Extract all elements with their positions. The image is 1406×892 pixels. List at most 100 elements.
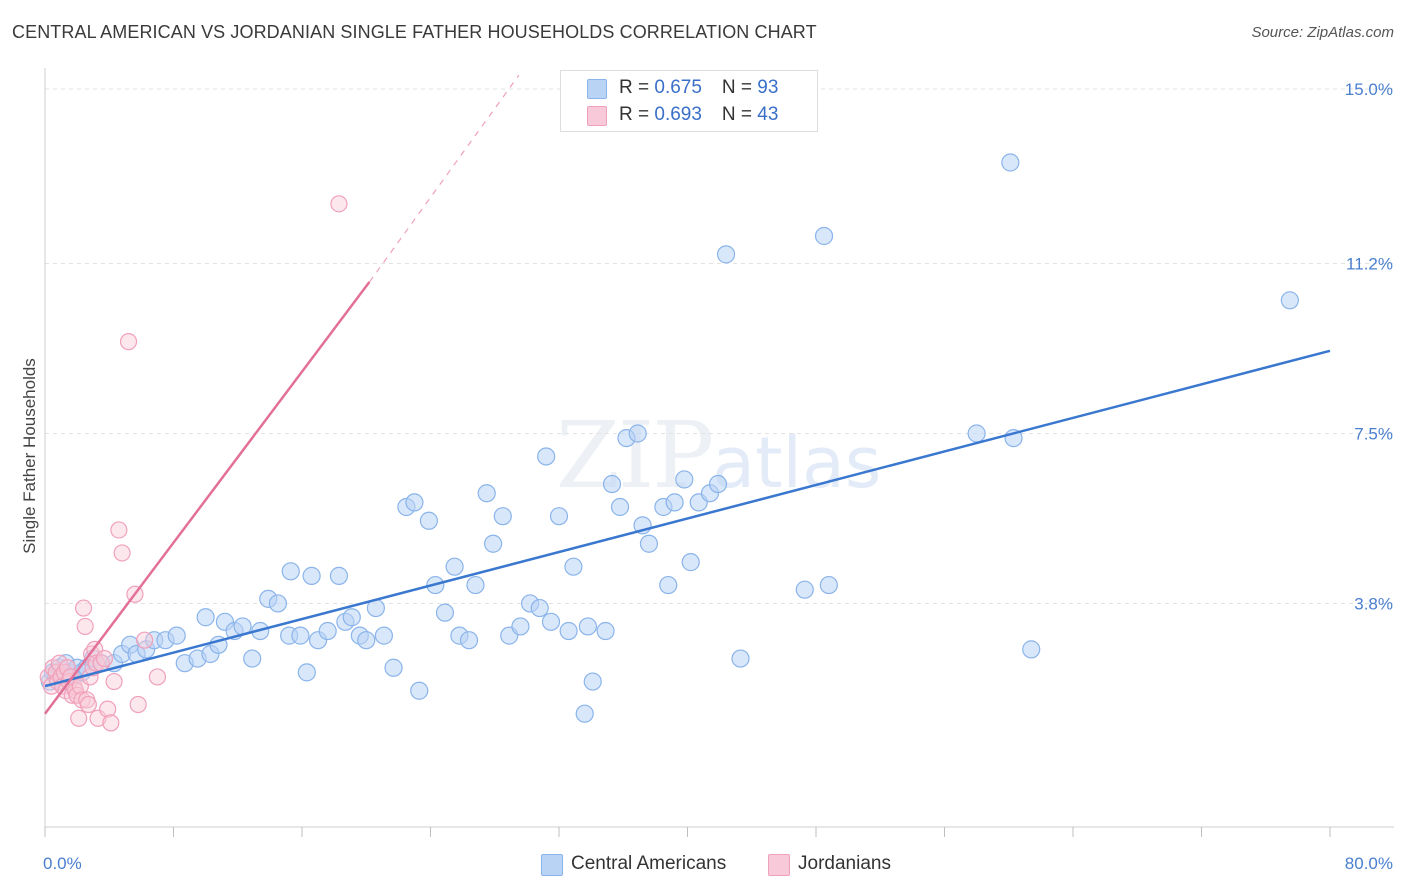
chart-source: Source: ZipAtlas.com (1251, 24, 1394, 41)
point-central-americans (610, 497, 630, 517)
watermark-main: ZIP (556, 402, 714, 509)
point-jordanians (102, 714, 120, 732)
n-value-central-americans: 93 (757, 77, 779, 98)
point-central-americans (716, 245, 736, 264)
point-central-americans (477, 484, 496, 503)
point-central-americans (297, 663, 316, 682)
y-tick-label: 15.0% (1345, 80, 1393, 99)
point-central-americans (410, 681, 429, 700)
point-central-americans (795, 580, 814, 599)
point-central-americans (342, 608, 361, 627)
point-central-americans (564, 557, 583, 576)
point-central-americans (549, 507, 569, 526)
point-central-americans (681, 553, 700, 572)
point-central-americans (466, 575, 485, 595)
point-central-americans (243, 649, 262, 668)
n-label: N = (721, 104, 758, 125)
point-central-americans (967, 424, 986, 443)
legend-label-central-americans: Central Americans (571, 853, 727, 874)
point-jordanians (99, 700, 117, 718)
y-tick-label: 7.5% (1354, 425, 1393, 444)
point-jordanians (330, 195, 348, 213)
n-label: N = (721, 77, 758, 98)
x-tick-label: 0.0% (43, 854, 82, 873)
trendline-jordanians-extension (368, 74, 520, 283)
point-central-americans (659, 575, 678, 595)
point-central-americans (329, 566, 349, 585)
point-central-americans (302, 566, 321, 585)
point-jordanians (58, 659, 77, 677)
x-tick-label: 80.0% (1345, 854, 1393, 873)
point-central-americans (445, 557, 464, 576)
point-central-americans (596, 621, 615, 641)
point-central-americans (530, 598, 549, 618)
trendline-central-americans (44, 349, 1331, 688)
point-central-americans (484, 534, 503, 553)
point-central-americans (281, 562, 300, 581)
point-central-americans (639, 534, 659, 553)
point-jordanians (148, 668, 167, 686)
point-central-americans (559, 621, 578, 641)
legend-swatch-blue (541, 854, 563, 876)
point-jordanians (87, 654, 106, 672)
point-central-americans (602, 474, 622, 494)
point-central-americans (357, 631, 376, 650)
n-value-jordanians: 43 (757, 104, 779, 125)
point-central-americans (708, 474, 728, 494)
point-jordanians (79, 695, 97, 714)
y-tick-label: 11.2% (1346, 255, 1393, 274)
point-central-americans (493, 507, 512, 526)
point-central-americans (578, 617, 598, 636)
point-jordanians (113, 544, 131, 562)
point-jordanians (68, 686, 86, 704)
r-value-central-americans: 0.675 (654, 77, 702, 98)
point-central-americans (1280, 291, 1299, 310)
point-central-americans (819, 575, 838, 595)
legend-swatch-blue (587, 79, 607, 99)
point-central-americans (1022, 640, 1041, 659)
point-jordanians (95, 649, 114, 668)
trendline-jordanians (44, 281, 371, 715)
point-central-americans (419, 511, 438, 530)
point-central-americans (435, 603, 455, 622)
point-jordanians (76, 617, 94, 636)
point-central-americans (814, 226, 834, 246)
point-jordanians (50, 654, 69, 672)
point-central-americans (384, 658, 403, 677)
point-central-americans (405, 493, 424, 512)
point-central-americans (665, 493, 684, 512)
chart-title: CENTRAL AMERICAN VS JORDANIAN SINGLE FAT… (12, 22, 817, 42)
point-jordanians (119, 333, 138, 351)
point-jordanians (129, 695, 147, 714)
point-central-americans (196, 608, 215, 627)
point-central-americans (511, 617, 530, 636)
point-jordanians (135, 631, 154, 649)
point-central-americans (268, 594, 288, 613)
point-central-americans (318, 621, 337, 641)
point-jordanians (70, 709, 88, 727)
correlation-legend: R = 0.675 N = 93 R = 0.693 N = 43 (560, 70, 818, 132)
legend-label-jordanians: Jordanians (798, 853, 891, 874)
series-legend: Central Americans Jordanians (0, 852, 1406, 878)
point-central-americans (628, 424, 647, 443)
point-central-americans (459, 631, 479, 650)
point-jordanians (110, 521, 128, 539)
point-central-americans (374, 626, 394, 645)
watermark: ZIPatlas (556, 402, 881, 509)
r-value-jordanians: 0.693 (654, 104, 702, 125)
point-central-americans (731, 649, 750, 668)
point-central-americans (167, 626, 186, 645)
point-central-americans (675, 470, 694, 489)
point-central-americans (537, 447, 556, 466)
r-label: R = (619, 104, 655, 125)
point-central-americans (1001, 153, 1020, 172)
point-central-americans (541, 612, 561, 631)
point-central-americans (575, 704, 594, 723)
point-jordanians (105, 672, 123, 691)
legend-swatch-pink (587, 106, 607, 126)
r-label: R = (619, 77, 655, 98)
point-central-americans (583, 672, 602, 691)
point-central-americans (291, 626, 310, 645)
point-jordanians (74, 599, 93, 617)
